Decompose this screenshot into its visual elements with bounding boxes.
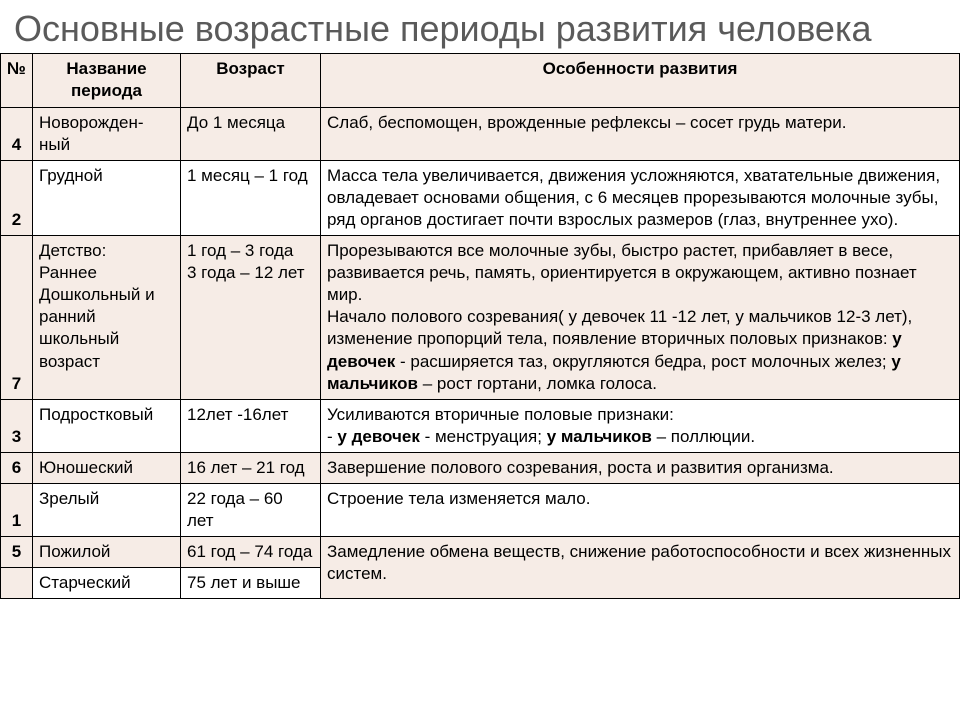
cell-period-name: Детство:РаннееДошкольный и ранний школьн… [33,236,181,400]
cell-age: 1 год – 3 года3 года – 12 лет [181,236,321,400]
cell-period-name: Грудной [33,160,181,235]
cell-period-name: Новорожден-ный [33,107,181,160]
table-row: 4Новорожден-ныйДо 1 месяцаСлаб, беспомощ… [1,107,960,160]
cell-age: 12лет -16лет [181,399,321,452]
col-header-age: Возраст [181,54,321,107]
table-body: 4Новорожден-ныйДо 1 месяцаСлаб, беспомощ… [1,107,960,599]
cell-num: 5 [1,537,33,568]
cell-features: Строение тела изменяется мало. [321,483,960,536]
table-row: 7Детство:РаннееДошкольный и ранний школь… [1,236,960,400]
cell-age: 16 лет – 21 год [181,452,321,483]
table-row: 2Грудной 1 месяц – 1 годМасса тела увели… [1,160,960,235]
cell-features: Масса тела увеличивается, движения услож… [321,160,960,235]
cell-features: Завершение полового созревания, роста и … [321,452,960,483]
col-header-features: Особенности развития [321,54,960,107]
table-row: 5Пожилой61 год – 74 годаЗамедление обмен… [1,537,960,568]
cell-features: Прорезываются все молочные зубы, быстро … [321,236,960,400]
table-row: 3Подростковый12лет -16лет Усиливаются вт… [1,399,960,452]
table-row: 1Зрелый22 года – 60 летСтроение тела изм… [1,483,960,536]
cell-num: 3 [1,399,33,452]
page-title: Основные возрастные периоды развития чел… [0,0,960,53]
cell-period-name: Подростковый [33,399,181,452]
cell-features: Замедление обмена веществ, снижение рабо… [321,537,960,599]
cell-num: 2 [1,160,33,235]
cell-age: 75 лет и выше [181,568,321,599]
cell-period-name: Юношеский [33,452,181,483]
cell-age: 61 год – 74 года [181,537,321,568]
cell-period-name: Зрелый [33,483,181,536]
cell-num: 7 [1,236,33,400]
col-header-name: Название периода [33,54,181,107]
periods-table: № Название периода Возраст Особенности р… [0,53,960,599]
cell-period-name: Пожилой [33,537,181,568]
table-row: 6Юношеский16 лет – 21 годЗавершение поло… [1,452,960,483]
cell-age: До 1 месяца [181,107,321,160]
cell-age: 22 года – 60 лет [181,483,321,536]
cell-features: Слаб, беспомощен, врожденные рефлексы – … [321,107,960,160]
table-header-row: № Название периода Возраст Особенности р… [1,54,960,107]
cell-num: 6 [1,452,33,483]
cell-features: Усиливаются вторичные половые признаки: … [321,399,960,452]
cell-age: 1 месяц – 1 год [181,160,321,235]
col-header-num: № [1,54,33,107]
cell-num: 1 [1,483,33,536]
cell-period-name: Старческий [33,568,181,599]
cell-num: 4 [1,107,33,160]
cell-num [1,568,33,599]
